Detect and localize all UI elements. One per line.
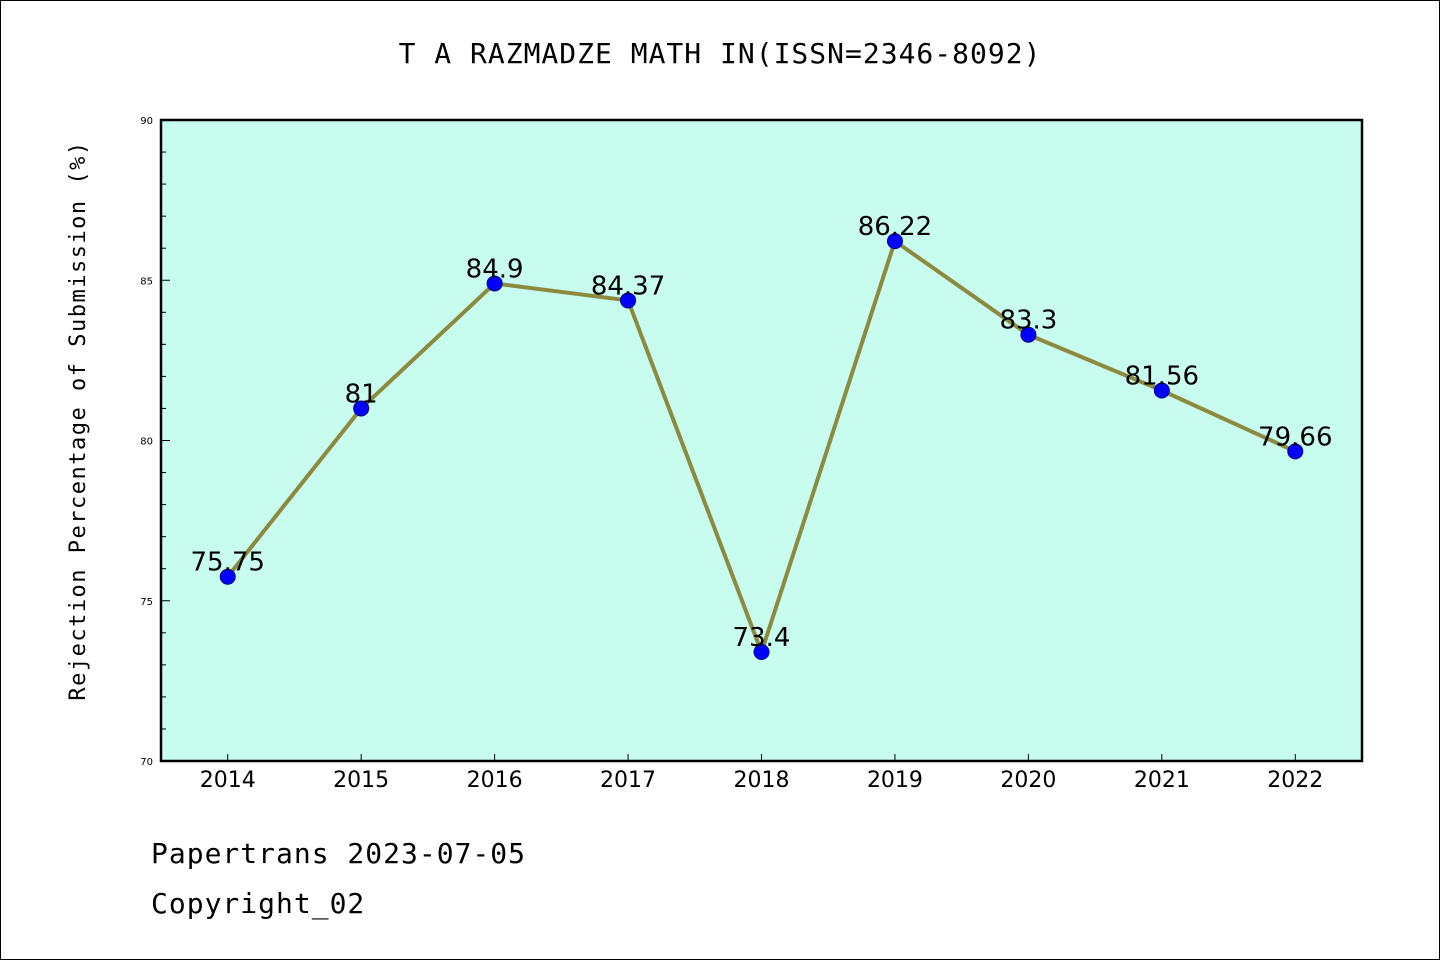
y-axis-title: Rejection Percentage of Submission (%) [66,140,91,700]
data-label: 84.9 [466,254,524,284]
data-label: 79.66 [1258,422,1332,452]
y-tick-label: 90 [140,116,153,127]
y-tick-label: 80 [140,437,153,448]
x-tick-label: 2022 [1267,768,1323,793]
data-point [1287,443,1304,460]
footer-copyright: Copyright_02 [151,887,366,920]
chart-title: T A RAZMADZE MATH IN(ISSN=2346-8092) [398,37,1042,70]
data-point [219,568,236,585]
x-tick-label: 2021 [1134,768,1190,793]
data-point [353,400,370,417]
data-point [486,275,503,292]
data-label: 73.4 [733,623,791,653]
plot-frame [159,118,1364,763]
x-tick-label: 2018 [734,768,790,793]
x-tick-label: 2019 [867,768,923,793]
x-tick-label: 2016 [467,768,523,793]
x-tick-label: 2020 [1000,768,1056,793]
footer-source: Papertrans 2023-07-05 [151,837,527,870]
data-label: 81.56 [1125,362,1199,392]
data-label: 83.3 [999,306,1057,336]
y-tick-label: 85 [140,276,153,287]
data-point [753,644,770,661]
data-point [886,233,903,250]
x-tick-label: 2014 [200,768,256,793]
plot-area [161,120,1362,761]
data-label: 75.75 [191,548,265,578]
data-point [1020,326,1037,343]
data-point [620,292,637,309]
y-tick-label: 75 [140,597,153,608]
y-tick-label: 70 [140,757,153,768]
data-label: 81 [345,379,378,409]
data-point [1153,382,1170,399]
x-tick-label: 2015 [333,768,389,793]
data-label: 84.37 [591,271,665,301]
data-label: 86.22 [858,212,932,242]
x-tick-label: 2017 [600,768,656,793]
